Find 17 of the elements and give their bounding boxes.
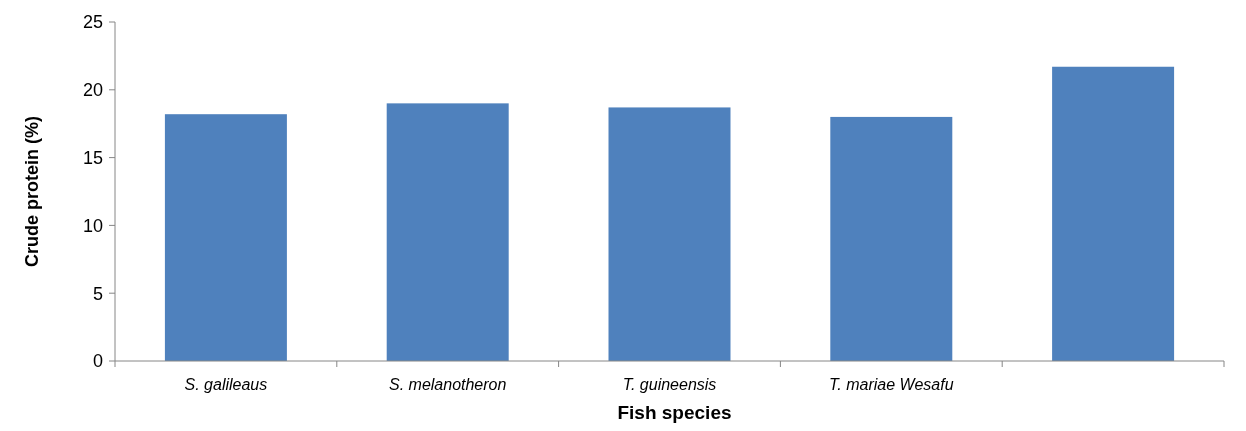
bar: [608, 107, 731, 361]
x-tick-label: T. guineensis: [622, 376, 717, 393]
bar: [164, 114, 287, 361]
bar: [1052, 66, 1175, 361]
y-axis-title: Crude protein (%): [22, 116, 42, 267]
x-tick-label: S. melanotheron: [389, 376, 507, 393]
y-tick-label: 0: [92, 351, 103, 372]
y-tick-label: 20: [82, 80, 103, 101]
bar: [830, 116, 953, 361]
y-tick-label: 15: [82, 147, 103, 168]
bar: [386, 103, 509, 361]
y-tick-label: 10: [82, 215, 103, 236]
x-tick-label: T. mariae Wesafu: [829, 376, 954, 393]
y-tick-label: 25: [82, 12, 103, 33]
x-axis-title: Fish species: [617, 402, 732, 423]
x-tick-label: S. galileaus: [184, 376, 268, 393]
y-tick-label: 5: [92, 283, 103, 304]
